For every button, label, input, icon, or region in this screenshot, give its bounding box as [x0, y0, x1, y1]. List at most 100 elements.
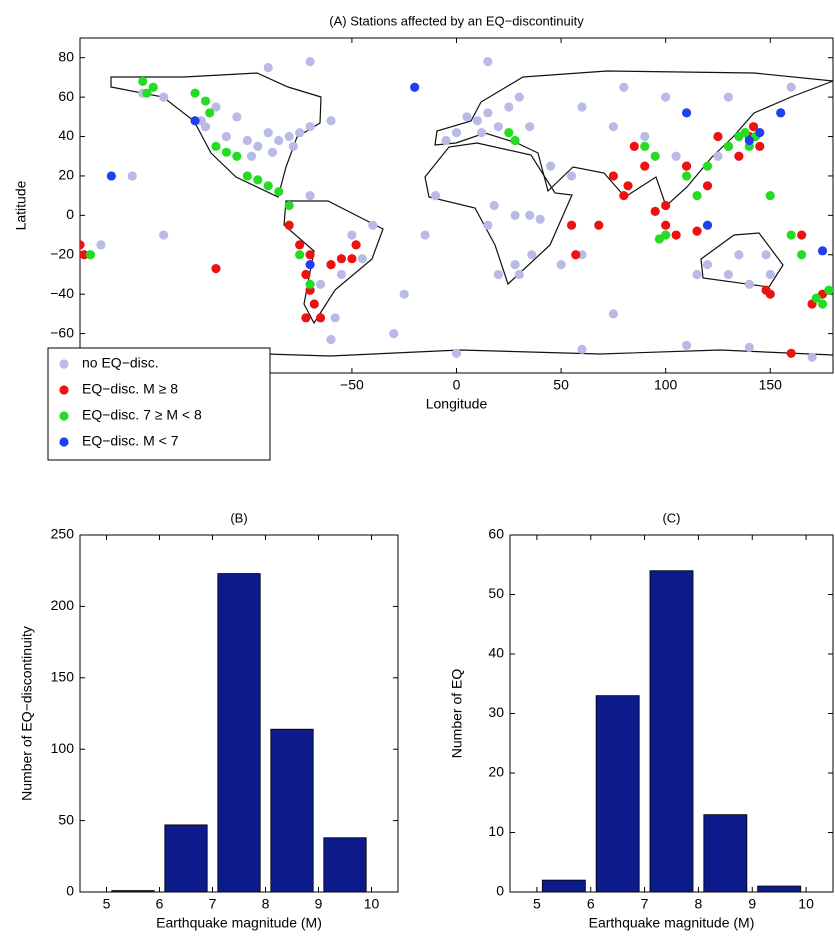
station-point — [309, 299, 319, 309]
station-point — [692, 269, 702, 280]
x-tick-label: 6 — [156, 896, 164, 912]
bar — [541, 879, 586, 893]
legend-marker — [59, 411, 69, 421]
station-point — [640, 161, 650, 171]
station-point — [242, 135, 252, 146]
bar — [217, 573, 261, 893]
y-tick-label: 250 — [51, 526, 75, 542]
station-point — [566, 220, 577, 230]
chart-title: (B) — [230, 510, 247, 525]
station-point — [702, 220, 713, 230]
station-point — [451, 127, 462, 138]
station-point — [347, 254, 357, 264]
station-point — [740, 127, 750, 138]
bar — [595, 695, 640, 893]
station-point — [525, 210, 535, 220]
station-point — [744, 342, 754, 352]
station-point — [232, 151, 242, 161]
x-tick-label: 8 — [262, 896, 270, 912]
y-tick-label: 60 — [58, 88, 74, 104]
station-point — [807, 352, 817, 362]
station-point — [305, 250, 315, 260]
legend-marker — [59, 437, 69, 447]
station-point — [681, 108, 692, 118]
station-point — [702, 161, 713, 171]
legend-marker — [59, 359, 69, 369]
station-point — [211, 263, 221, 274]
station-point — [654, 234, 664, 244]
station-point — [824, 285, 833, 295]
station-point — [246, 151, 257, 161]
y-axis-label: Latitude — [13, 180, 29, 230]
station-point — [420, 230, 430, 240]
station-point — [232, 112, 242, 122]
station-point — [723, 141, 734, 151]
station-point — [702, 181, 713, 191]
station-point — [472, 116, 483, 126]
station-point — [263, 127, 273, 138]
station-point — [301, 269, 311, 280]
y-tick-label: −20 — [50, 245, 74, 261]
y-tick-label: 30 — [488, 704, 504, 720]
station-point — [295, 127, 305, 138]
bar — [164, 824, 208, 893]
station-point — [510, 260, 520, 270]
y-tick-label: 200 — [51, 597, 75, 613]
x-axis-label: Earthquake magnitude (M) — [589, 915, 755, 931]
station-point — [326, 260, 336, 270]
station-point — [159, 92, 169, 102]
bar — [757, 885, 802, 893]
y-tick-label: 10 — [488, 823, 504, 839]
station-point — [608, 309, 618, 319]
station-point — [650, 206, 660, 217]
station-point — [681, 171, 692, 181]
station-point — [295, 250, 305, 260]
station-point — [713, 131, 723, 142]
x-tick-label: 10 — [364, 896, 380, 912]
station-point — [493, 269, 503, 280]
y-tick-label: −60 — [50, 324, 74, 340]
x-tick-label: 9 — [748, 896, 756, 912]
station-point — [761, 285, 771, 295]
station-point — [594, 220, 604, 230]
legend-marker — [59, 385, 69, 395]
x-tick-label: 150 — [759, 377, 783, 393]
station-point — [351, 240, 361, 250]
station-point — [200, 96, 211, 106]
station-point — [623, 181, 633, 191]
station-point — [734, 151, 744, 161]
station-point — [305, 191, 315, 201]
station-point — [80, 240, 85, 250]
station-point — [284, 200, 294, 211]
station-point — [514, 92, 524, 102]
x-tick-label: 100 — [654, 377, 678, 393]
station-point — [661, 200, 671, 211]
station-point — [577, 102, 587, 112]
station-point — [263, 181, 273, 191]
station-point — [253, 175, 263, 185]
x-axis-label: Longitude — [426, 396, 488, 412]
station-point — [288, 141, 298, 151]
station-point — [504, 127, 514, 138]
points — [80, 57, 833, 362]
x-tick-label: 10 — [798, 896, 814, 912]
station-point — [692, 226, 702, 236]
station-point — [451, 348, 462, 358]
y-tick-label: 40 — [488, 645, 504, 661]
station-point — [629, 141, 639, 151]
x-tick-label: 5 — [103, 896, 111, 912]
x-tick-label: 7 — [641, 896, 649, 912]
y-tick-label: −40 — [50, 285, 74, 301]
station-point — [797, 250, 807, 260]
y-tick-label: 0 — [66, 883, 74, 899]
station-point — [326, 334, 336, 345]
station-point — [483, 57, 493, 67]
station-point — [330, 313, 340, 323]
station-point — [301, 313, 311, 323]
station-point — [142, 88, 152, 98]
bar — [270, 728, 314, 893]
x-tick-label: 6 — [587, 896, 595, 912]
x-tick-label: 9 — [315, 896, 323, 912]
legend-label: EQ−disc. M < 7 — [82, 433, 179, 449]
station-point — [441, 135, 451, 146]
